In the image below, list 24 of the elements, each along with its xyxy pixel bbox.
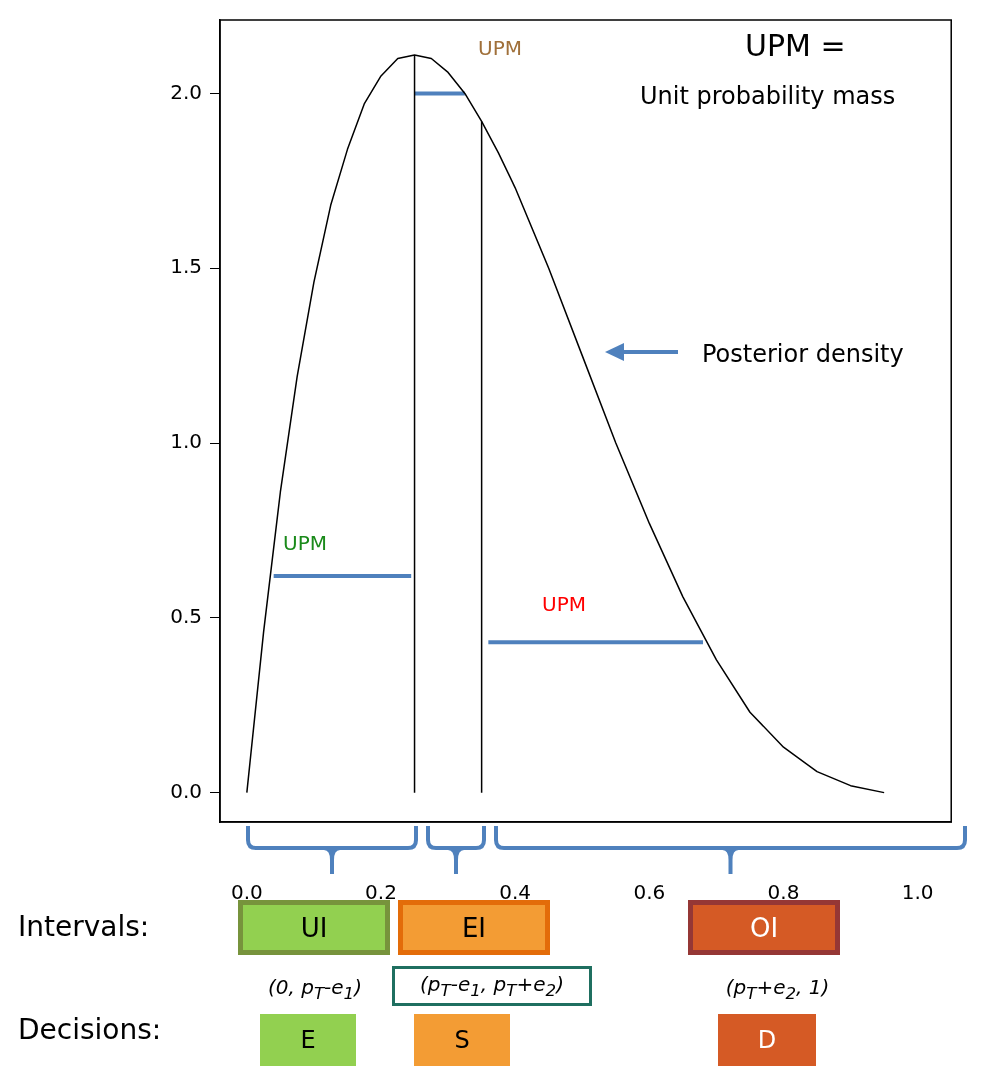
annotation: Unit probability mass bbox=[640, 82, 896, 111]
annotation: UPM bbox=[478, 36, 522, 61]
y-tick-label: 2.0 bbox=[170, 79, 202, 104]
annotation: UPM = bbox=[745, 27, 846, 63]
x-tick-label: 1.0 bbox=[901, 880, 934, 905]
decision-box: E bbox=[258, 1012, 358, 1068]
text: Intervals: bbox=[18, 910, 150, 943]
annotation: UPM bbox=[283, 531, 327, 556]
decision-box: D bbox=[716, 1012, 818, 1068]
annotation: UPM bbox=[542, 592, 586, 617]
y-tick-label: 0.0 bbox=[170, 778, 202, 803]
interval-box: EI bbox=[398, 900, 550, 955]
y-tick-label: 1.5 bbox=[170, 254, 202, 279]
decision-box: S bbox=[412, 1012, 512, 1068]
text: (p$_{T}$-e$_{1}$, p$_{T}$+e$_{2}$) bbox=[420, 972, 564, 1000]
text: (0, p$_{T}$-e$_{1}$) bbox=[267, 975, 363, 1003]
y-tick-label: 1.0 bbox=[170, 429, 202, 454]
text: Decisions: bbox=[18, 1013, 162, 1046]
x-tick-label: 0.6 bbox=[633, 880, 666, 905]
interval-box: OI bbox=[688, 900, 840, 955]
annotation: Posterior density bbox=[702, 340, 904, 369]
y-tick-label: 0.5 bbox=[170, 604, 202, 629]
text: (p$_{T}$+e$_{2}$, 1) bbox=[725, 975, 830, 1003]
interval-box: UI bbox=[238, 900, 390, 955]
